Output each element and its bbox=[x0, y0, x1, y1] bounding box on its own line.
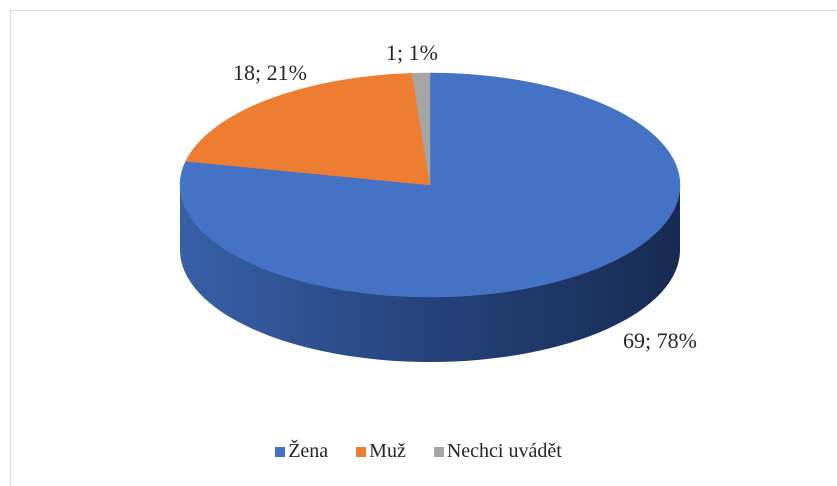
slice bbox=[185, 73, 431, 186]
legend-swatch bbox=[433, 446, 444, 457]
legend-label: Muž bbox=[369, 440, 406, 462]
data-label: 1; 1% bbox=[386, 40, 438, 65]
chart-frame bbox=[10, 10, 836, 486]
legend-swatch bbox=[275, 446, 286, 457]
legend-label: Nechci uvádět bbox=[446, 440, 562, 462]
legend: Žena Muž Nechci uvádět bbox=[0, 440, 837, 463]
legend-item: Nechci uvádět bbox=[433, 440, 562, 463]
slice bbox=[411, 72, 431, 186]
legend-item: Muž bbox=[356, 440, 406, 463]
data-label: 69; 78% bbox=[623, 328, 697, 353]
legend-swatch bbox=[356, 446, 367, 457]
slice-side bbox=[180, 185, 680, 362]
data-label: 18; 21% bbox=[233, 60, 307, 85]
legend-label: Žena bbox=[288, 440, 329, 462]
legend-item: Žena bbox=[275, 440, 328, 463]
